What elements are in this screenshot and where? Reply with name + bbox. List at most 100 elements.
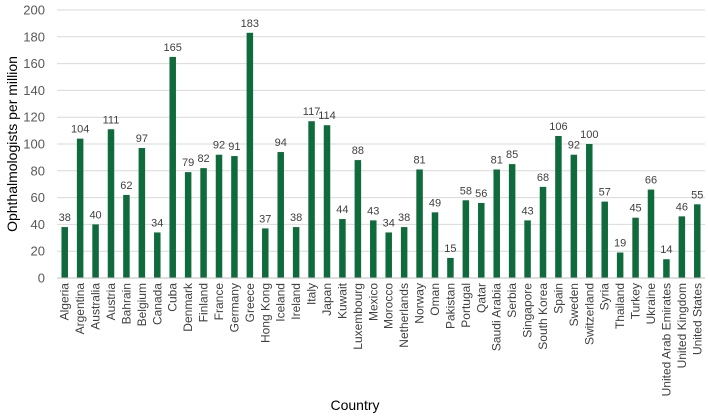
x-tick-label: Oman	[428, 283, 442, 316]
x-tick-label: Mexico	[366, 283, 380, 321]
x-tick-label: Syria	[598, 283, 612, 311]
x-tick-label: Bahrain	[119, 283, 133, 324]
x-tick-label: Cuba	[166, 283, 180, 312]
bar	[493, 169, 500, 278]
x-tick-label: Netherlands	[397, 283, 411, 348]
data-label: 44	[336, 204, 348, 216]
bar	[184, 172, 192, 278]
bar	[323, 125, 331, 279]
bar	[678, 216, 686, 278]
data-label: 46	[676, 201, 688, 213]
bar	[277, 152, 284, 278]
x-tick-label: Canada	[150, 283, 164, 325]
x-tick-label: Switzerland	[582, 283, 596, 345]
bar	[508, 164, 516, 278]
y-tick-label: 180	[23, 29, 45, 44]
x-tick-label: Italy	[305, 283, 319, 305]
bar	[694, 204, 701, 278]
data-label: 68	[537, 172, 549, 184]
bar	[586, 144, 593, 278]
x-tick-label: United Kingdom	[675, 283, 689, 368]
data-label: 34	[151, 217, 163, 229]
bar	[308, 121, 315, 278]
bar	[601, 201, 608, 278]
bar	[663, 259, 670, 278]
x-tick-label: Norway	[413, 283, 427, 324]
data-label: 114	[318, 110, 336, 122]
data-label: 82	[197, 153, 209, 165]
x-tick-label: Japan	[320, 283, 334, 316]
y-tick-label: 140	[23, 83, 45, 98]
data-label: 104	[71, 124, 89, 136]
bar	[292, 227, 300, 278]
data-label: 40	[89, 209, 101, 221]
data-label: 91	[228, 141, 240, 153]
x-tick-label: Saudi Arabia	[490, 283, 504, 351]
bars	[61, 32, 701, 279]
x-tick-label: Germany	[227, 283, 241, 332]
data-label: 111	[103, 114, 120, 126]
x-tick-label: Denmark	[181, 282, 195, 332]
bar	[76, 138, 84, 278]
data-label: 62	[120, 180, 132, 192]
x-tick-label: Ukraine	[644, 283, 658, 325]
data-label: 58	[460, 185, 472, 197]
y-tick-label: 80	[31, 163, 45, 178]
data-label: 88	[352, 145, 364, 157]
bar	[447, 257, 454, 278]
data-label: 38	[398, 212, 410, 224]
x-tick-label: United States	[690, 283, 704, 355]
data-label: 45	[629, 203, 641, 215]
x-tick-label: Austria	[104, 283, 118, 321]
data-label: 183	[241, 18, 259, 30]
x-axis-title: Country	[330, 397, 379, 413]
x-tick-label: Turkey	[629, 283, 643, 319]
x-tick-label: Hong Kong	[258, 283, 272, 343]
bar	[570, 154, 578, 278]
bar	[246, 32, 254, 278]
bar	[215, 154, 223, 278]
bar	[539, 186, 547, 278]
bar	[416, 169, 423, 278]
x-tick-label: Thailand	[613, 283, 627, 329]
bar	[400, 227, 408, 278]
y-axis-ticks: 0 20 40 60 80 100 120 140 160 180 200	[23, 3, 45, 286]
x-tick-label: Pakistan	[443, 283, 457, 329]
x-tick-label: Algeria	[58, 283, 72, 321]
data-label: 56	[475, 188, 487, 200]
x-tick-label: France	[212, 283, 226, 321]
x-tick-label: Sweden	[567, 283, 581, 326]
bar	[154, 232, 161, 278]
bar	[647, 189, 655, 278]
x-tick-label: Serbia	[505, 283, 519, 318]
bar	[370, 220, 377, 278]
x-tick-label: Singapore	[521, 283, 535, 338]
bar	[61, 227, 68, 278]
bar	[107, 129, 115, 278]
x-tick-label: Finland	[197, 283, 211, 322]
bar	[431, 212, 439, 278]
data-label: 66	[645, 175, 657, 187]
data-label: 55	[691, 189, 703, 201]
x-axis-ticks: Algeria Argentina Australia Austria Bahrain B…	[58, 282, 705, 396]
data-label: 97	[136, 133, 148, 145]
y-tick-label: 20	[31, 244, 45, 259]
x-tick-label: Argentina	[73, 283, 87, 335]
data-label: 100	[580, 129, 598, 141]
bar	[616, 252, 624, 278]
x-tick-label: Greece	[243, 283, 257, 323]
y-tick-label: 160	[23, 56, 45, 71]
bar	[478, 202, 485, 278]
gridlines	[57, 9, 705, 252]
bar	[385, 232, 392, 278]
data-label: 85	[506, 149, 518, 161]
data-label: 43	[367, 205, 379, 217]
x-tick-label: Ireland	[289, 283, 303, 320]
bar	[92, 224, 99, 278]
data-label: 79	[182, 157, 194, 169]
data-label: 106	[549, 121, 567, 133]
data-label: 94	[275, 137, 287, 149]
bar	[138, 148, 146, 278]
